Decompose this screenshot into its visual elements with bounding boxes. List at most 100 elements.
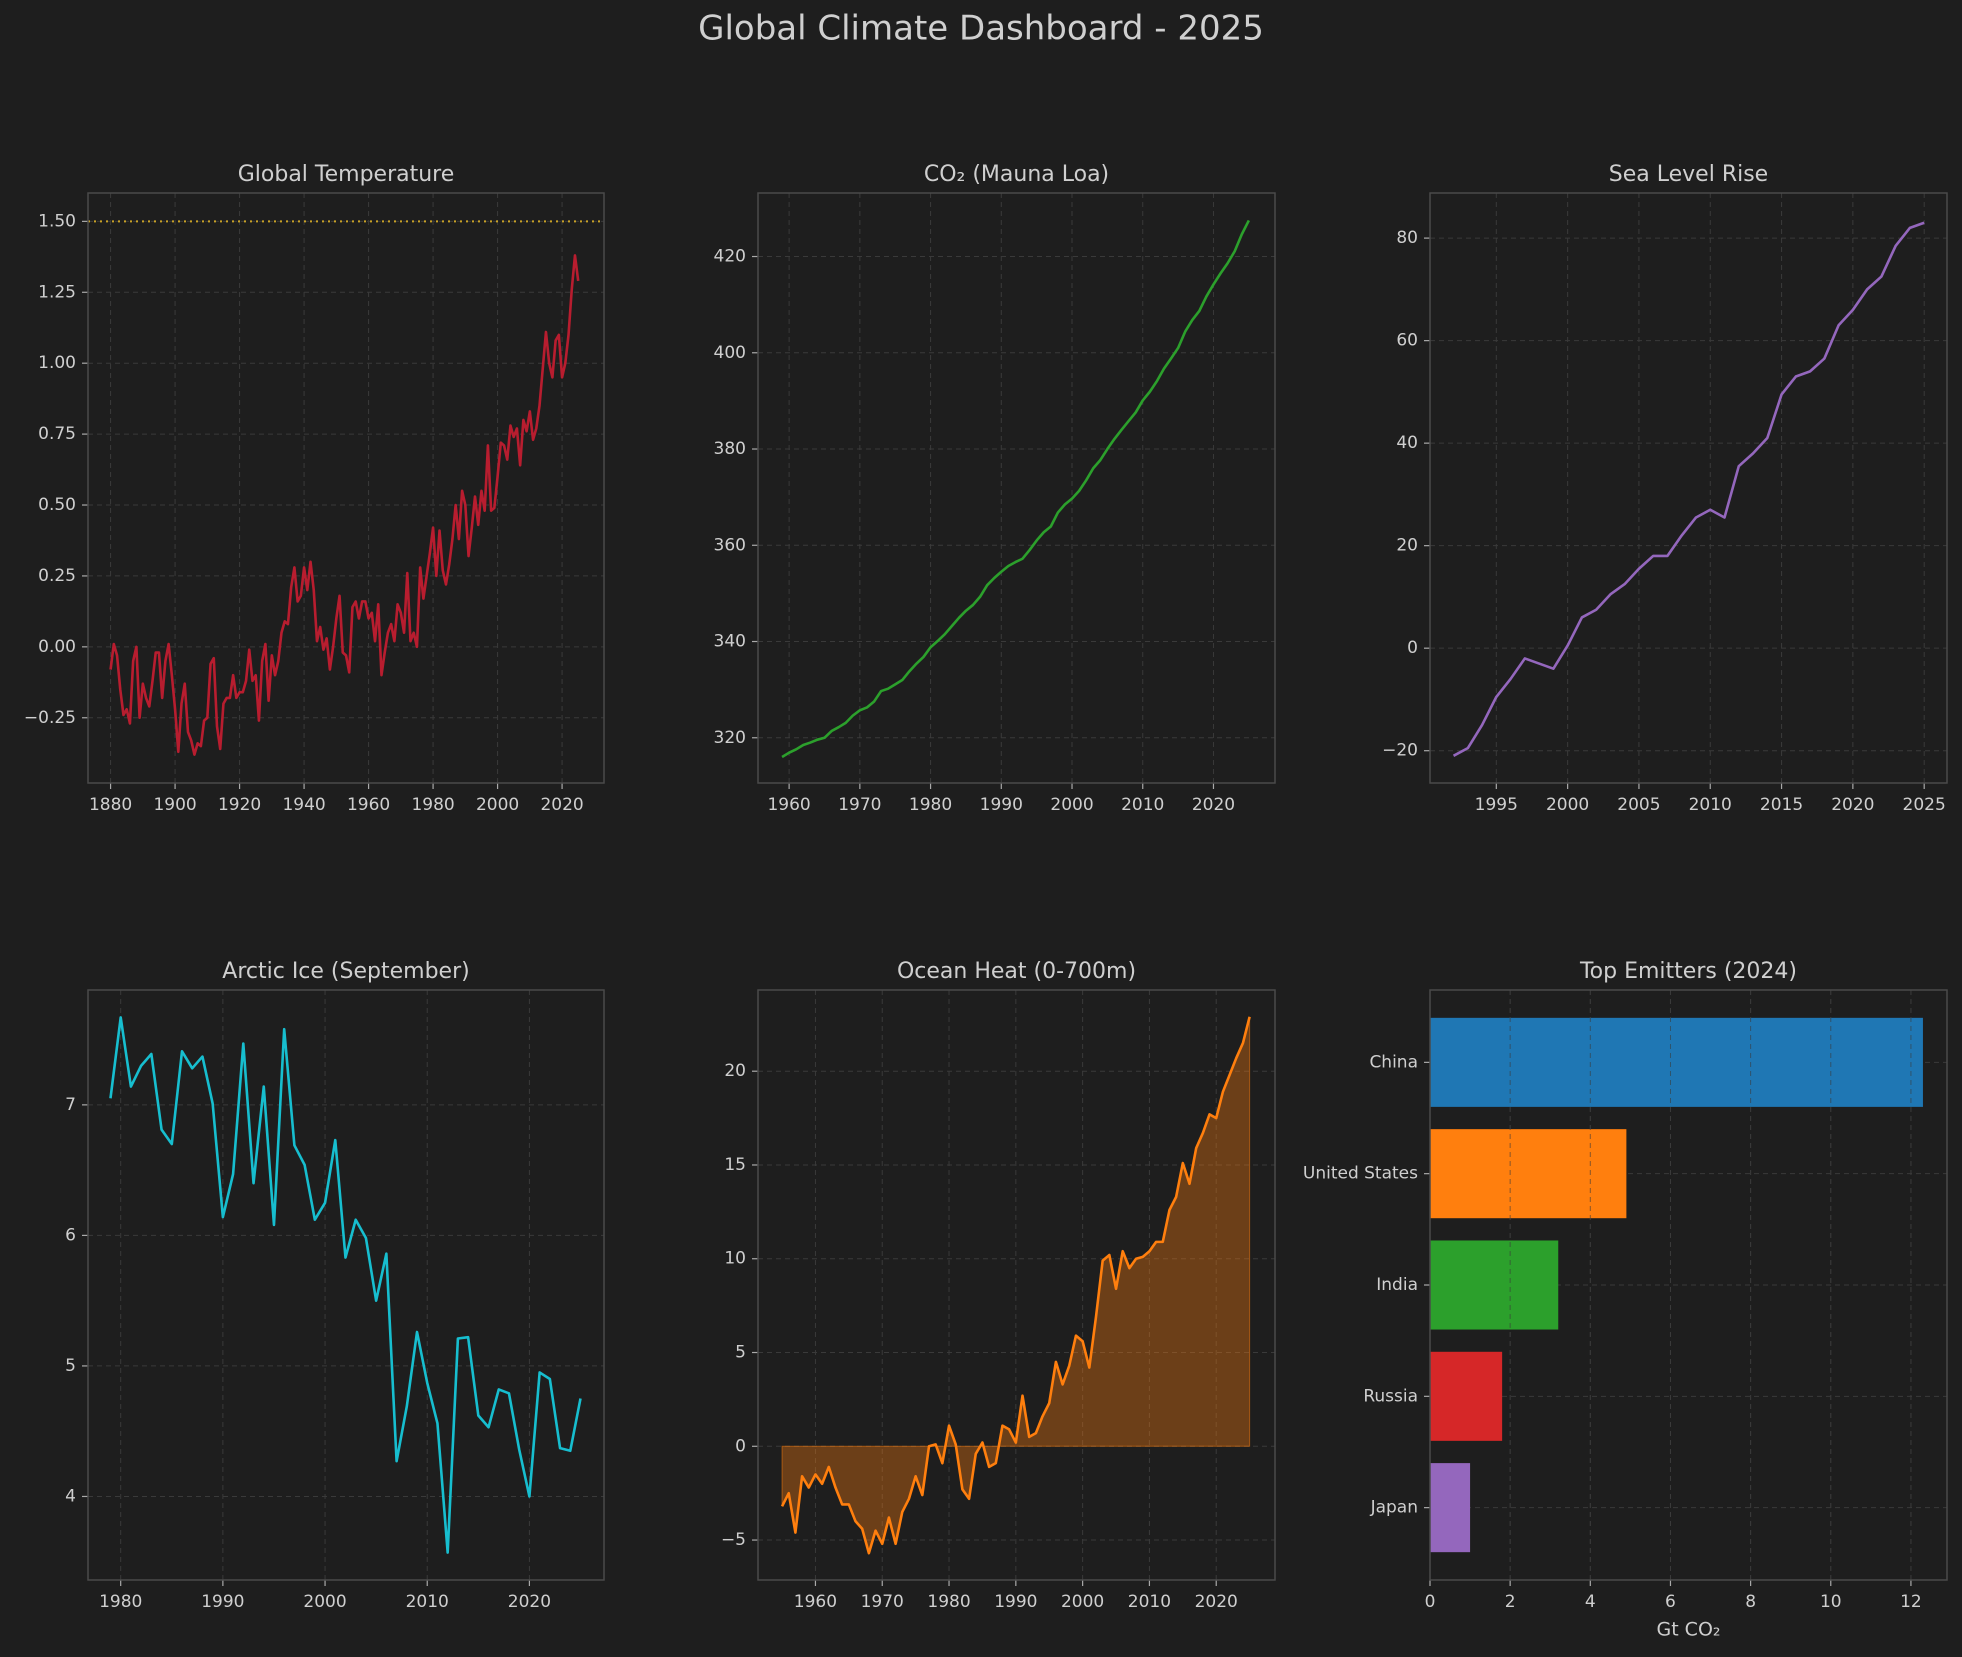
y-tick-label: 420 bbox=[714, 247, 746, 267]
y-tick-label: 7 bbox=[65, 1095, 76, 1115]
y-tick-label: −0.25 bbox=[24, 708, 76, 728]
y-tick-label: 15 bbox=[724, 1155, 746, 1175]
line bbox=[109, 254, 580, 756]
x-tick-label: 1940 bbox=[282, 795, 325, 815]
bar bbox=[1430, 1351, 1503, 1441]
axes-frame bbox=[1429, 192, 1948, 784]
axes-frame bbox=[87, 989, 605, 1581]
x-tick-label: 2 bbox=[1505, 1592, 1516, 1612]
y-tick-label: 400 bbox=[714, 343, 746, 363]
x-axis-label: Gt CO₂ bbox=[1656, 1619, 1720, 1641]
subplot-title: Sea Level Rise bbox=[1609, 162, 1768, 187]
y-tick-label: 40 bbox=[1396, 433, 1418, 453]
x-tick-label: 4 bbox=[1585, 1592, 1596, 1612]
x-tick-label: 2000 bbox=[476, 795, 519, 815]
y-tick-label: 1.00 bbox=[38, 353, 76, 373]
x-tick-label: 2010 bbox=[406, 1592, 449, 1612]
y-tick-label: 60 bbox=[1396, 331, 1418, 351]
x-tick-label: 10 bbox=[1820, 1592, 1842, 1612]
line bbox=[780, 1016, 1251, 1555]
line bbox=[109, 1016, 582, 1554]
y-tick-label: 20 bbox=[724, 1061, 746, 1081]
y-tick-label: 1.50 bbox=[38, 211, 76, 231]
x-tick-label: 2000 bbox=[1050, 795, 1093, 815]
x-tick-label: 1920 bbox=[218, 795, 261, 815]
line bbox=[1452, 221, 1925, 757]
x-tick-label: 1960 bbox=[794, 1592, 837, 1612]
bar bbox=[1430, 1129, 1627, 1219]
x-tick-label: 1970 bbox=[838, 795, 881, 815]
y-tick-label: 0.75 bbox=[38, 424, 76, 444]
x-tick-label: 12 bbox=[1900, 1592, 1922, 1612]
bar bbox=[1430, 1017, 1923, 1107]
y-tick-label: 5 bbox=[735, 1343, 746, 1363]
subplot-title: CO₂ (Mauna Loa) bbox=[924, 162, 1109, 187]
x-tick-label: 2005 bbox=[1617, 795, 1660, 815]
y-tick-label: 0.00 bbox=[38, 637, 76, 657]
y-tick-label: 380 bbox=[714, 439, 746, 459]
x-tick-label: 1880 bbox=[89, 795, 132, 815]
y-tick-label: 80 bbox=[1396, 228, 1418, 248]
y-tick-label: 20 bbox=[1396, 536, 1418, 556]
x-tick-label: 1980 bbox=[909, 795, 952, 815]
y-tick-label: 0.25 bbox=[38, 566, 76, 586]
x-tick-label: 1980 bbox=[99, 1592, 142, 1612]
y-tick-label: 0.50 bbox=[38, 495, 76, 515]
y-tick-label: 0 bbox=[1407, 638, 1418, 658]
y-tick-label: 360 bbox=[714, 535, 746, 555]
y-tick-label: Japan bbox=[1370, 1498, 1418, 1518]
x-tick-label: 2020 bbox=[1195, 1592, 1238, 1612]
y-tick-label: 1.25 bbox=[38, 282, 76, 302]
x-tick-label: 1980 bbox=[411, 795, 454, 815]
subplot-title: Top Emitters (2024) bbox=[1579, 959, 1797, 984]
y-tick-label: 320 bbox=[714, 728, 746, 748]
y-tick-label: 0 bbox=[735, 1436, 746, 1456]
y-tick-label: 10 bbox=[724, 1249, 746, 1269]
subplot-title: Arctic Ice (September) bbox=[222, 959, 469, 984]
bar bbox=[1430, 1240, 1559, 1330]
y-tick-label: 4 bbox=[65, 1486, 76, 1506]
y-tick-label: 6 bbox=[65, 1225, 76, 1245]
x-tick-label: 0 bbox=[1425, 1592, 1436, 1612]
y-tick-label: 340 bbox=[714, 632, 746, 652]
y-tick-label: China bbox=[1369, 1052, 1418, 1072]
x-tick-label: 1900 bbox=[153, 795, 196, 815]
x-tick-label: 2010 bbox=[1121, 795, 1164, 815]
y-tick-label: −20 bbox=[1382, 741, 1418, 761]
x-tick-label: 1980 bbox=[927, 1592, 970, 1612]
x-tick-label: 8 bbox=[1745, 1592, 1756, 1612]
y-tick-label: 5 bbox=[65, 1356, 76, 1376]
dashboard-title: Global Climate Dashboard - 2025 bbox=[698, 9, 1264, 49]
x-tick-label: 1990 bbox=[980, 795, 1023, 815]
axes-frame bbox=[1429, 989, 1948, 1581]
x-tick-label: 2000 bbox=[1061, 1592, 1104, 1612]
x-tick-label: 1995 bbox=[1475, 795, 1518, 815]
x-tick-label: 1960 bbox=[347, 795, 390, 815]
bar bbox=[1430, 1463, 1471, 1553]
x-tick-label: 1960 bbox=[767, 795, 810, 815]
subplot-title: Ocean Heat (0-700m) bbox=[897, 959, 1136, 984]
y-tick-label: −5 bbox=[721, 1530, 746, 1550]
x-tick-label: 2025 bbox=[1903, 795, 1946, 815]
area-fill bbox=[781, 1016, 1251, 1556]
y-tick-label: United States bbox=[1303, 1164, 1418, 1184]
subplot-title: Global Temperature bbox=[238, 162, 455, 187]
x-tick-label: 2000 bbox=[303, 1592, 346, 1612]
axes-frame bbox=[757, 192, 1276, 784]
x-tick-label: 2020 bbox=[540, 795, 583, 815]
axes-frame bbox=[87, 192, 605, 784]
x-tick-label: 2015 bbox=[1760, 795, 1803, 815]
line bbox=[781, 219, 1250, 759]
x-tick-label: 2000 bbox=[1546, 795, 1589, 815]
x-tick-label: 2020 bbox=[508, 1592, 551, 1612]
x-tick-label: 2010 bbox=[1128, 1592, 1171, 1612]
x-tick-label: 1990 bbox=[994, 1592, 1037, 1612]
x-tick-label: 6 bbox=[1665, 1592, 1676, 1612]
x-tick-label: 2020 bbox=[1831, 795, 1874, 815]
x-tick-label: 1990 bbox=[201, 1592, 244, 1612]
axes-frame bbox=[757, 989, 1276, 1581]
y-tick-label: Russia bbox=[1363, 1386, 1418, 1406]
x-tick-label: 1970 bbox=[861, 1592, 904, 1612]
